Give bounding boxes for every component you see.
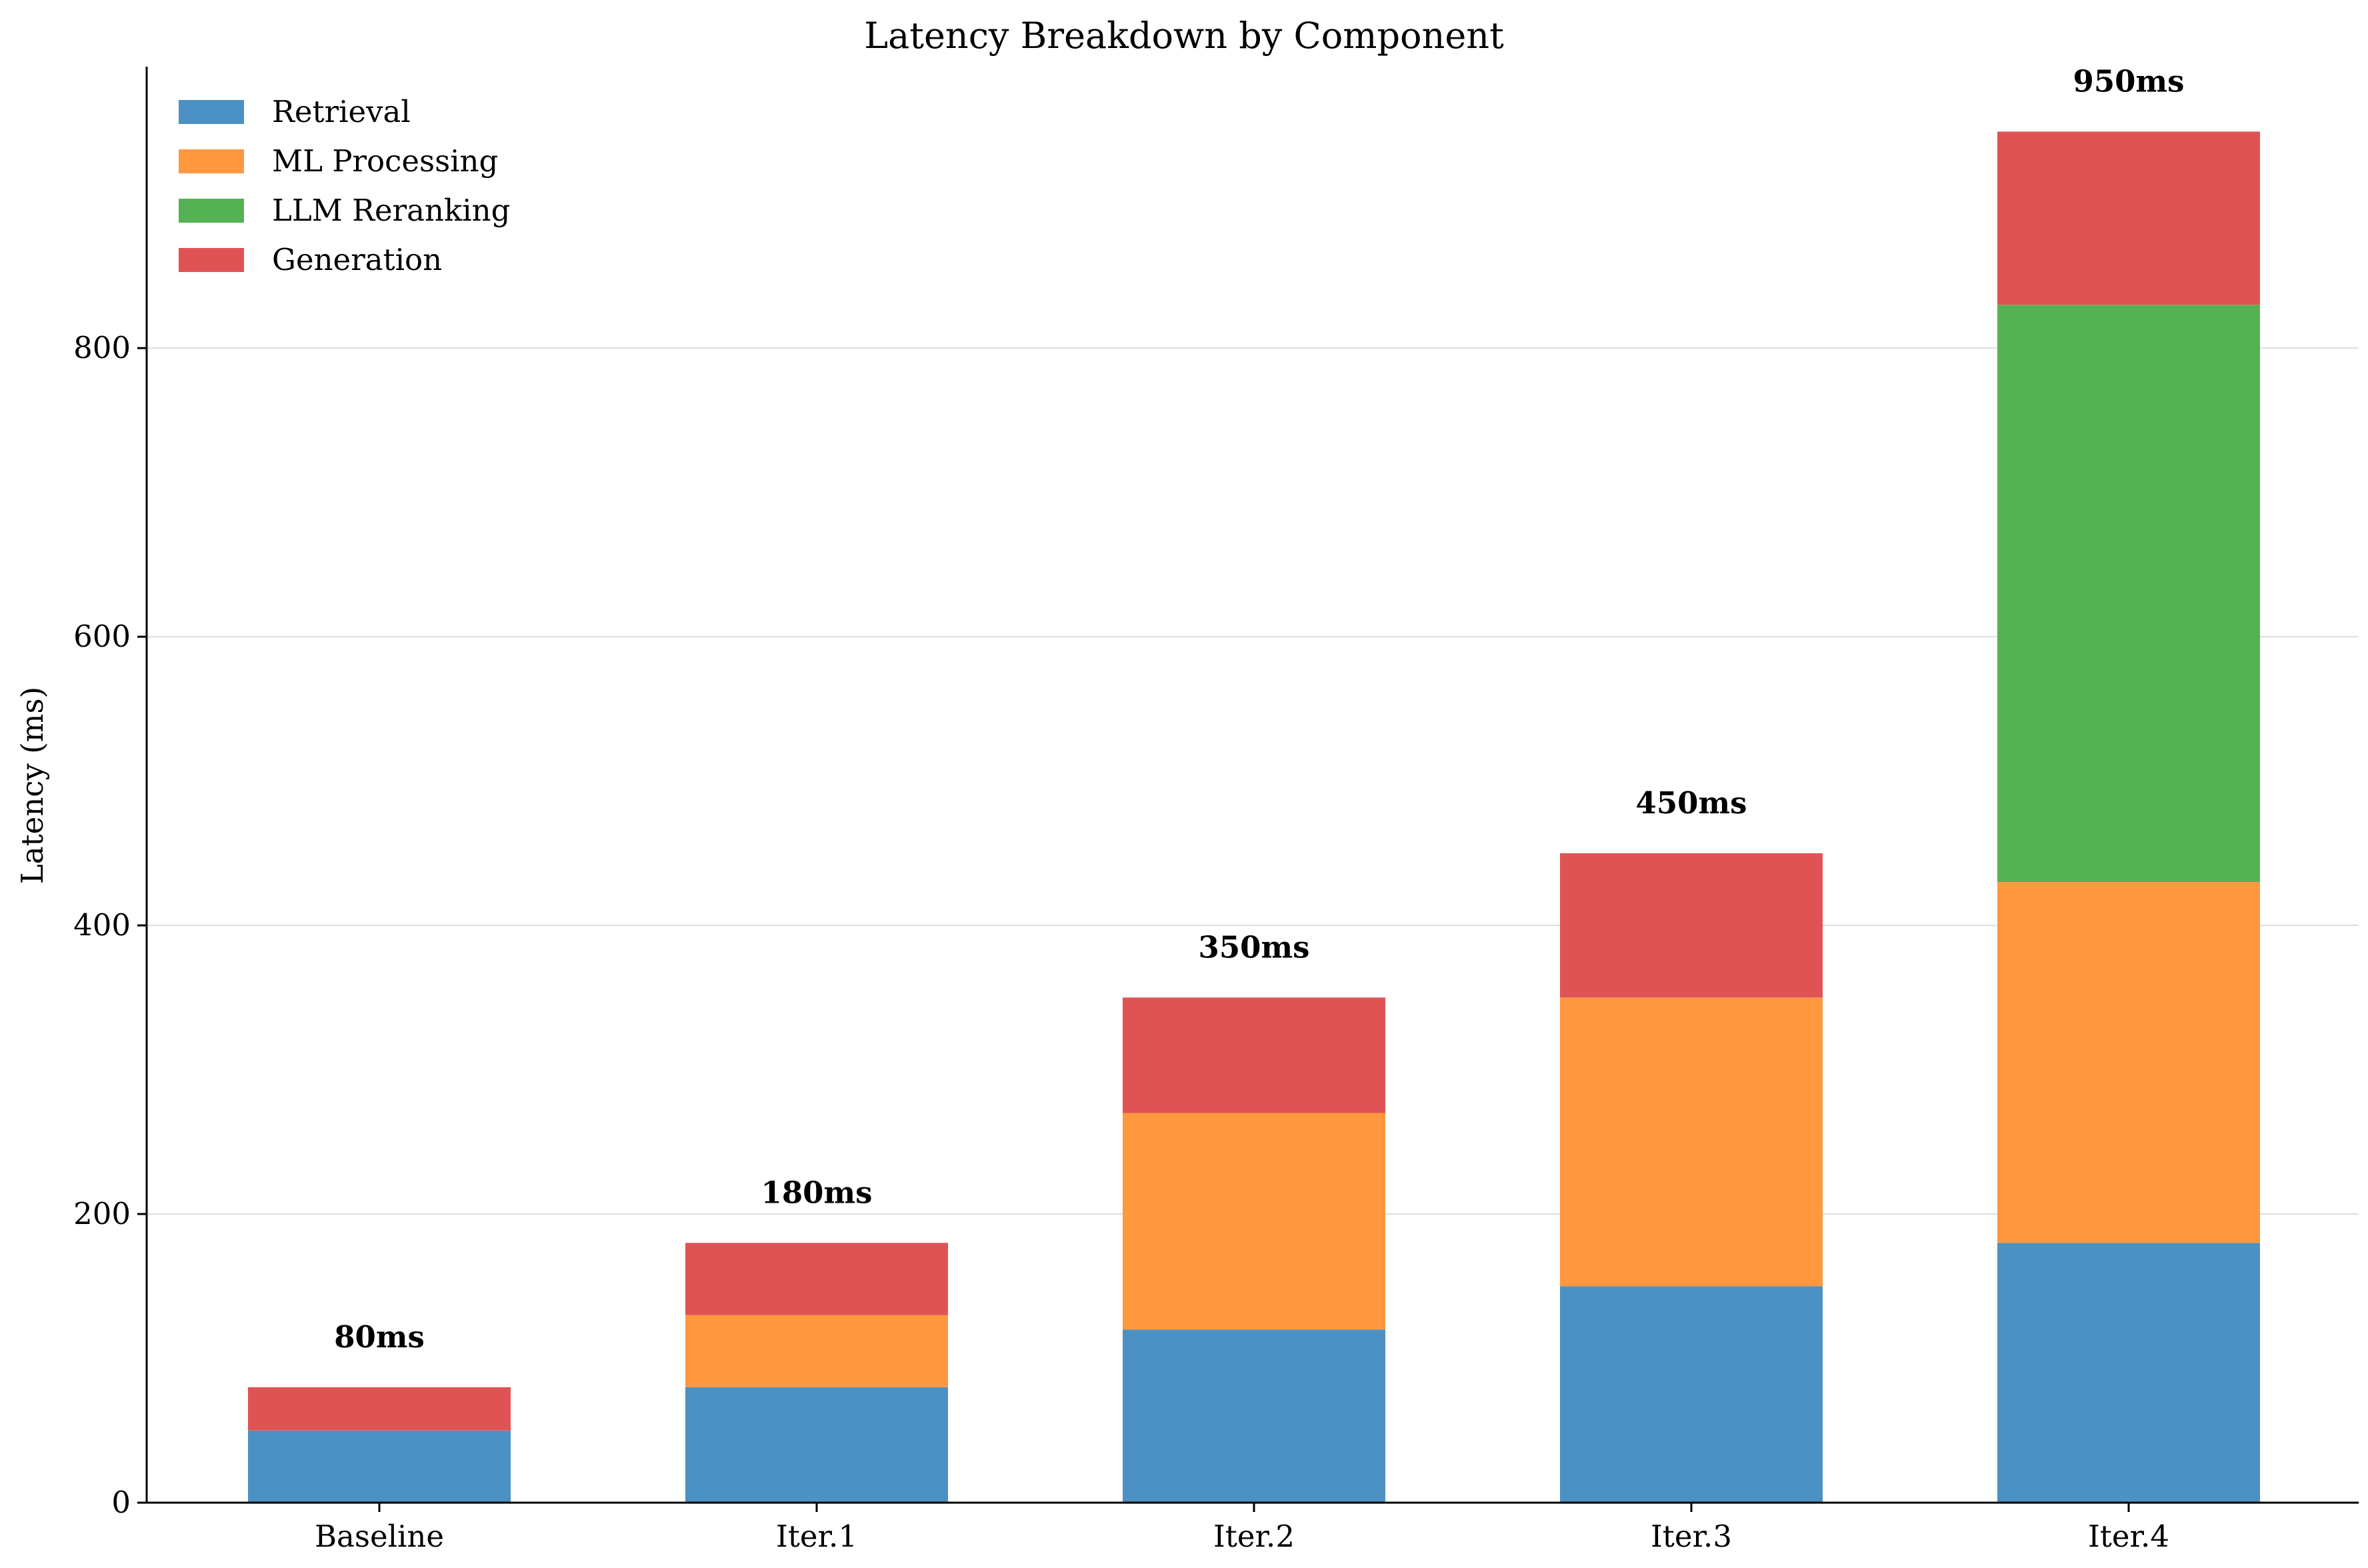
bar-ml-processing-iter-1	[685, 1315, 948, 1387]
legend: Retrieval ML Processing LLM Reranking Gener…	[179, 94, 510, 277]
labels: 0 200 400 600 800 80ms Baseline 180ms Iter.1 350m…	[73, 63, 2184, 1554]
bar-ml-processing-iter-3	[1560, 997, 1823, 1287]
legend-label: Generation	[272, 242, 442, 277]
bar-retrieval-iter-3	[1560, 1286, 1823, 1503]
y-tick-label: 200	[73, 1196, 131, 1231]
legend-swatch-ml-processing	[179, 149, 244, 173]
x-tick-label: Iter.2	[1213, 1519, 1295, 1554]
bar-retrieval-iter-2	[1123, 1329, 1385, 1503]
bar-ml-processing-iter-4	[1997, 882, 2260, 1243]
chart-title: Latency Breakdown by Component	[864, 15, 1504, 57]
y-tick-label: 800	[73, 330, 131, 365]
legend-label: ML Processing	[272, 143, 498, 179]
x-tick-label: Iter.3	[1651, 1519, 1732, 1554]
y-tick-label: 0	[111, 1485, 131, 1520]
legend-swatch-generation	[179, 248, 244, 272]
x-tick-label: Iter.1	[776, 1519, 857, 1554]
bar-generation-iter-3	[1560, 853, 1823, 998]
bar-total-label: 950ms	[2073, 63, 2185, 99]
legend-label: Retrieval	[272, 94, 411, 129]
bar-total-label: 450ms	[1636, 785, 1747, 821]
bar-generation-iter-1	[685, 1243, 948, 1315]
bar-generation-iter-2	[1123, 997, 1385, 1113]
y-axis-title: Latency (ms)	[15, 687, 50, 884]
axes	[137, 67, 2359, 1512]
y-tick-label: 600	[73, 619, 131, 654]
bar-ml-processing-iter-2	[1123, 1113, 1385, 1330]
bar-llm-reranking-iter-4	[1997, 305, 2260, 883]
x-tick-label: Iter.4	[2088, 1519, 2169, 1554]
legend-label: LLM Reranking	[272, 193, 510, 228]
bar-total-label: 80ms	[334, 1319, 425, 1355]
x-tick-label: Baseline	[315, 1519, 444, 1554]
bar-generation-iter-4	[1997, 131, 2260, 305]
y-tick-label: 400	[73, 907, 131, 943]
legend-swatch-retrieval	[179, 100, 244, 124]
bars	[248, 131, 2260, 1503]
legend-swatch-llm-reranking	[179, 199, 244, 223]
bar-generation-baseline	[248, 1387, 511, 1431]
bar-total-label: 180ms	[761, 1175, 873, 1210]
bar-retrieval-iter-1	[685, 1387, 948, 1503]
bar-total-label: 350ms	[1199, 929, 1310, 965]
bar-retrieval-iter-4	[1997, 1243, 2260, 1503]
bar-retrieval-baseline	[248, 1430, 511, 1503]
